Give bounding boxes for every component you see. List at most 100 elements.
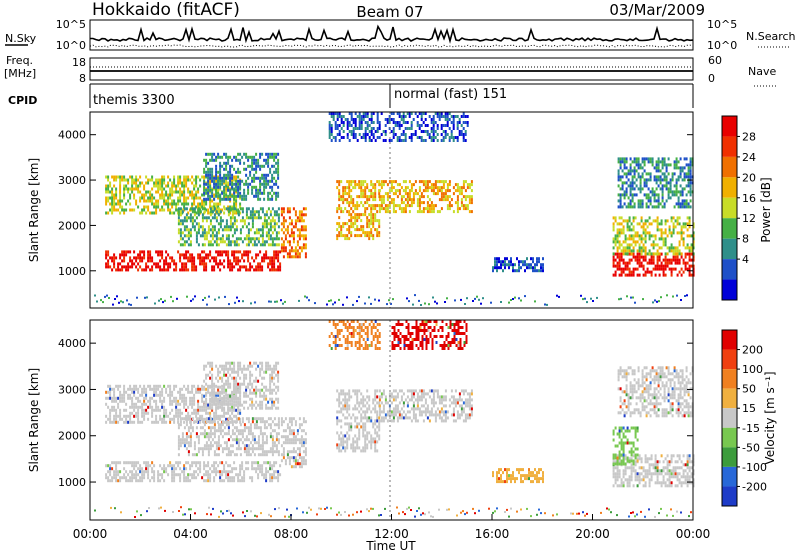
echo-cell — [352, 127, 355, 130]
echo-cell — [686, 222, 689, 226]
echo-cell — [185, 447, 188, 451]
echo-cell — [676, 216, 679, 220]
echo-cell — [364, 130, 367, 133]
echo-cell — [292, 234, 295, 238]
echo-cell — [155, 208, 158, 212]
echo-cell — [684, 295, 686, 297]
echo-cell — [396, 204, 399, 208]
echo-cell — [133, 405, 136, 409]
echo-cell — [352, 225, 355, 229]
echo-cell — [143, 411, 146, 415]
echo-cell — [448, 127, 451, 130]
echo-cell — [231, 268, 234, 272]
echo-cell — [247, 406, 250, 410]
echo-cell — [647, 178, 650, 182]
echo-cell — [662, 237, 665, 241]
echo-cell — [259, 262, 262, 266]
echo-cell — [686, 243, 689, 247]
echo-cell — [235, 376, 238, 380]
echo-cell — [292, 207, 295, 211]
echo-cell — [612, 216, 615, 220]
echo-cell — [135, 464, 138, 468]
echo-cell — [118, 301, 120, 304]
echo-cell — [191, 464, 194, 468]
nave-right-label: Nave — [748, 65, 776, 78]
echo-cell — [179, 178, 182, 182]
echo-cell — [446, 186, 449, 190]
echo-cell — [231, 234, 234, 238]
echo-cell — [221, 414, 224, 418]
echo-cell — [292, 438, 295, 442]
echo-cell — [428, 207, 431, 211]
echo-cell — [231, 187, 234, 191]
echo-cell — [432, 210, 435, 214]
echo-cell — [151, 175, 154, 179]
echo-cell — [360, 192, 363, 196]
echo-cell — [450, 133, 453, 136]
echo-cell — [462, 121, 465, 124]
echo-cell — [169, 187, 172, 191]
echo-cell — [213, 461, 216, 465]
echo-cell — [261, 243, 264, 247]
echo-cell — [275, 461, 278, 465]
echo-cell — [689, 166, 692, 170]
echo-cell — [181, 208, 184, 212]
echo-cell — [530, 263, 532, 267]
echo-cell — [137, 184, 140, 188]
echo-cell — [294, 465, 297, 469]
echo-cell — [135, 402, 138, 406]
echo-cell — [143, 184, 146, 188]
echo-cell — [228, 303, 230, 306]
echo-cell — [416, 201, 419, 205]
echo-cell — [267, 265, 270, 269]
echo-cell — [420, 124, 423, 127]
echo-cell — [362, 231, 365, 235]
echo-cell — [271, 197, 274, 201]
echo-cell — [195, 190, 198, 194]
echo-cell — [263, 473, 266, 477]
echo-cell — [679, 157, 682, 161]
echo-cell — [237, 406, 240, 410]
echo-cell — [392, 210, 395, 214]
echo-cell — [126, 299, 128, 302]
echo-cell — [394, 180, 397, 184]
echo-cell — [227, 207, 230, 211]
echo-cell — [366, 219, 369, 223]
echo-cell — [237, 382, 240, 386]
echo-cell — [145, 461, 148, 465]
echo-cell — [245, 167, 248, 171]
echo-cell — [641, 202, 644, 206]
echo-cell — [374, 219, 377, 223]
echo-cell — [219, 179, 222, 183]
echo-cell — [179, 420, 182, 424]
echo-cell — [159, 473, 162, 477]
echo-cell — [211, 225, 214, 229]
echo-cell — [225, 382, 228, 386]
echo-cell — [440, 195, 443, 199]
echo-cell — [131, 405, 134, 409]
echo-cell — [251, 225, 254, 229]
echo-cell — [151, 199, 154, 203]
echo-cell — [217, 406, 220, 410]
echo-cell — [626, 228, 629, 232]
echo-cell — [406, 204, 409, 208]
echo-cell — [155, 414, 158, 418]
echo-cell — [191, 399, 194, 403]
echo-cell — [237, 385, 240, 389]
echo-cell — [300, 444, 303, 448]
echo-cell — [185, 202, 188, 206]
echo-cell — [670, 231, 673, 235]
echo-cell — [241, 256, 244, 260]
echo-cell — [368, 124, 371, 127]
echo-cell — [302, 459, 305, 463]
echo-cell — [205, 397, 208, 401]
echo-cell — [151, 202, 154, 206]
echo-cell — [466, 297, 468, 300]
echo-cell — [336, 222, 339, 226]
echo-cell — [294, 441, 297, 445]
echo-cell — [360, 127, 363, 130]
echo-cell — [255, 194, 258, 198]
echo-cell — [225, 167, 228, 171]
echo-cell — [271, 155, 274, 159]
echo-cell — [456, 139, 459, 142]
